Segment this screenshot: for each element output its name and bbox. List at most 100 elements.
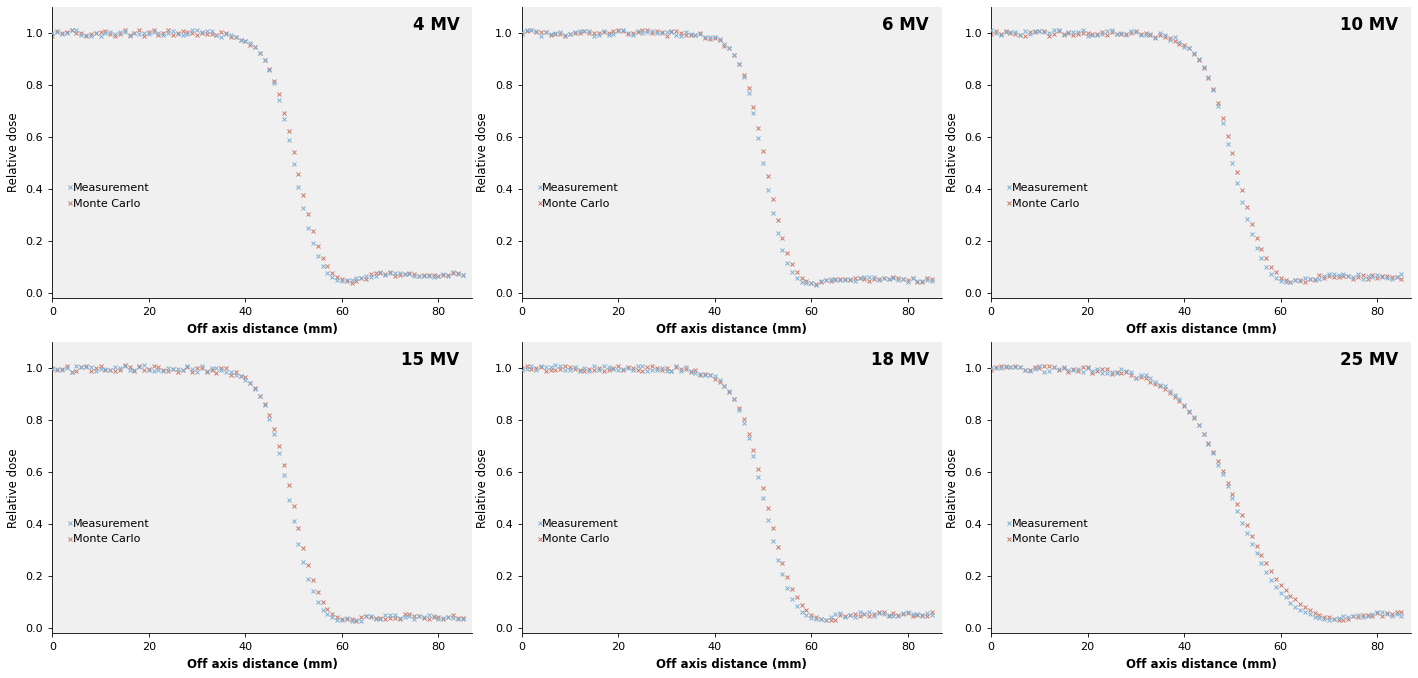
Line: Measurement: Measurement bbox=[988, 28, 1404, 285]
Measurement bbox=[1306, 275, 1323, 283]
Monte Carlo bbox=[54, 365, 71, 373]
Monte Carlo bbox=[347, 617, 364, 625]
Monte Carlo bbox=[1302, 606, 1319, 614]
Measurement bbox=[62, 26, 79, 35]
Measurement bbox=[1392, 271, 1409, 279]
Legend: Measurement, Monte Carlo: Measurement, Monte Carlo bbox=[1010, 183, 1088, 209]
Monte Carlo bbox=[837, 275, 854, 283]
Monte Carlo bbox=[1127, 26, 1144, 35]
Measurement bbox=[247, 384, 264, 393]
Monte Carlo bbox=[454, 271, 471, 279]
Monte Carlo bbox=[62, 26, 79, 34]
Monte Carlo bbox=[993, 362, 1010, 370]
Measurement bbox=[808, 281, 825, 289]
Monte Carlo bbox=[454, 614, 471, 622]
Monte Carlo bbox=[1340, 272, 1357, 280]
Monte Carlo bbox=[513, 30, 530, 38]
Measurement bbox=[557, 31, 574, 39]
Measurement bbox=[454, 271, 471, 279]
Y-axis label: Relative dose: Relative dose bbox=[7, 448, 20, 527]
Measurement bbox=[1185, 49, 1202, 57]
Measurement bbox=[367, 616, 384, 624]
Monte Carlo bbox=[871, 275, 888, 283]
Line: Monte Carlo: Monte Carlo bbox=[988, 363, 1404, 623]
Monte Carlo bbox=[716, 42, 733, 50]
Monte Carlo bbox=[533, 363, 550, 372]
Measurement bbox=[923, 612, 940, 620]
Measurement bbox=[343, 617, 360, 625]
Measurement bbox=[1031, 362, 1048, 370]
Measurement bbox=[44, 365, 61, 373]
Monte Carlo bbox=[923, 275, 940, 283]
Legend: Measurement, Monte Carlo: Measurement, Monte Carlo bbox=[540, 519, 618, 544]
Measurement bbox=[1003, 363, 1020, 372]
Monte Carlo bbox=[923, 608, 940, 616]
X-axis label: Off axis distance (mm): Off axis distance (mm) bbox=[1126, 323, 1276, 336]
Measurement bbox=[817, 616, 834, 624]
Measurement bbox=[1003, 28, 1020, 36]
Measurement bbox=[136, 361, 153, 370]
Text: 6 MV: 6 MV bbox=[882, 16, 929, 34]
Text: 10 MV: 10 MV bbox=[1340, 16, 1398, 34]
Measurement bbox=[614, 26, 631, 34]
Monte Carlo bbox=[1003, 28, 1020, 37]
Line: Monte Carlo: Monte Carlo bbox=[988, 28, 1404, 285]
Measurement bbox=[44, 28, 61, 37]
Measurement bbox=[401, 612, 418, 620]
Monte Carlo bbox=[557, 362, 574, 370]
Measurement bbox=[333, 277, 350, 285]
Measurement bbox=[533, 32, 550, 40]
Monte Carlo bbox=[401, 268, 418, 277]
Measurement bbox=[54, 366, 71, 374]
X-axis label: Off axis distance (mm): Off axis distance (mm) bbox=[657, 323, 807, 336]
Monte Carlo bbox=[1185, 414, 1202, 422]
X-axis label: Off axis distance (mm): Off axis distance (mm) bbox=[1126, 658, 1276, 671]
Monte Carlo bbox=[716, 382, 733, 390]
Monte Carlo bbox=[44, 31, 61, 39]
Measurement bbox=[513, 366, 530, 374]
Measurement bbox=[837, 276, 854, 284]
Measurement bbox=[871, 609, 888, 617]
Measurement bbox=[562, 365, 579, 374]
Legend: Measurement, Monte Carlo: Measurement, Monte Carlo bbox=[71, 519, 149, 544]
Monte Carlo bbox=[533, 28, 550, 36]
Measurement bbox=[88, 367, 105, 376]
Measurement bbox=[923, 277, 940, 285]
Measurement bbox=[523, 26, 540, 35]
Line: Measurement: Measurement bbox=[519, 363, 934, 622]
Measurement bbox=[189, 26, 206, 34]
Monte Carlo bbox=[638, 26, 655, 34]
Monte Carlo bbox=[644, 361, 661, 370]
Measurement bbox=[247, 43, 264, 52]
Measurement bbox=[1027, 27, 1044, 35]
Measurement bbox=[1340, 614, 1357, 622]
Measurement bbox=[88, 29, 105, 37]
Monte Carlo bbox=[808, 280, 825, 288]
Text: 15 MV: 15 MV bbox=[401, 351, 459, 370]
Monte Carlo bbox=[993, 30, 1010, 38]
Text: 18 MV: 18 MV bbox=[871, 351, 929, 370]
Legend: Measurement, Monte Carlo: Measurement, Monte Carlo bbox=[540, 183, 618, 209]
Monte Carlo bbox=[1035, 361, 1052, 370]
Monte Carlo bbox=[343, 279, 360, 287]
Y-axis label: Relative dose: Relative dose bbox=[476, 448, 489, 527]
Monte Carlo bbox=[54, 29, 71, 37]
Text: 25 MV: 25 MV bbox=[1340, 351, 1398, 370]
Monte Carlo bbox=[62, 367, 79, 376]
Line: Measurement: Measurement bbox=[519, 28, 934, 287]
Monte Carlo bbox=[822, 616, 839, 624]
Monte Carlo bbox=[871, 608, 888, 616]
Monte Carlo bbox=[523, 26, 540, 34]
Measurement bbox=[1282, 278, 1299, 286]
Legend: Measurement, Monte Carlo: Measurement, Monte Carlo bbox=[71, 183, 149, 209]
Measurement bbox=[1340, 272, 1357, 280]
Monte Carlo bbox=[367, 268, 384, 277]
Monte Carlo bbox=[1306, 276, 1323, 284]
Monte Carlo bbox=[1185, 50, 1202, 58]
Monte Carlo bbox=[1282, 279, 1299, 287]
Monte Carlo bbox=[513, 363, 530, 372]
Monte Carlo bbox=[837, 612, 854, 620]
Y-axis label: Relative dose: Relative dose bbox=[7, 113, 20, 193]
Measurement bbox=[1045, 26, 1062, 34]
X-axis label: Off axis distance (mm): Off axis distance (mm) bbox=[187, 658, 337, 671]
